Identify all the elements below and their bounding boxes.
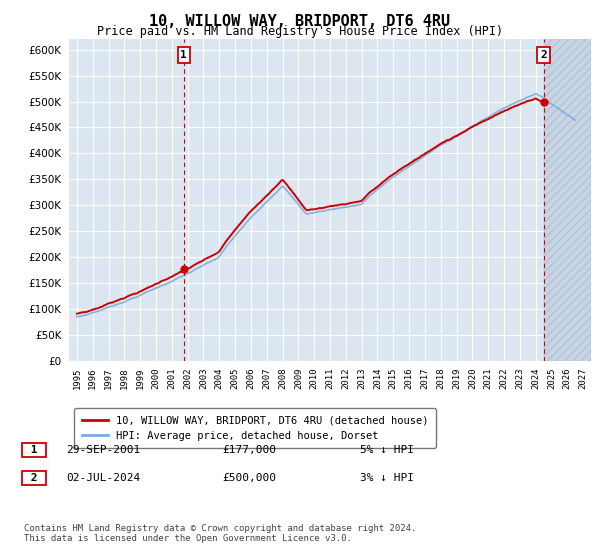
- Text: 5% ↓ HPI: 5% ↓ HPI: [360, 445, 414, 455]
- Text: 1: 1: [24, 445, 44, 455]
- Text: 3% ↓ HPI: 3% ↓ HPI: [360, 473, 414, 483]
- Text: 2: 2: [24, 473, 44, 483]
- Legend: 10, WILLOW WAY, BRIDPORT, DT6 4RU (detached house), HPI: Average price, detached: 10, WILLOW WAY, BRIDPORT, DT6 4RU (detac…: [74, 408, 436, 448]
- Text: £500,000: £500,000: [222, 473, 276, 483]
- Text: 1: 1: [181, 50, 187, 60]
- Text: 02-JUL-2024: 02-JUL-2024: [66, 473, 140, 483]
- Bar: [544, 39, 591, 361]
- Text: 29-SEP-2001: 29-SEP-2001: [66, 445, 140, 455]
- Text: Price paid vs. HM Land Registry's House Price Index (HPI): Price paid vs. HM Land Registry's House …: [97, 25, 503, 38]
- Text: 10, WILLOW WAY, BRIDPORT, DT6 4RU: 10, WILLOW WAY, BRIDPORT, DT6 4RU: [149, 14, 451, 29]
- Text: £177,000: £177,000: [222, 445, 276, 455]
- Text: 2: 2: [540, 50, 547, 60]
- Text: Contains HM Land Registry data © Crown copyright and database right 2024.
This d: Contains HM Land Registry data © Crown c…: [24, 524, 416, 543]
